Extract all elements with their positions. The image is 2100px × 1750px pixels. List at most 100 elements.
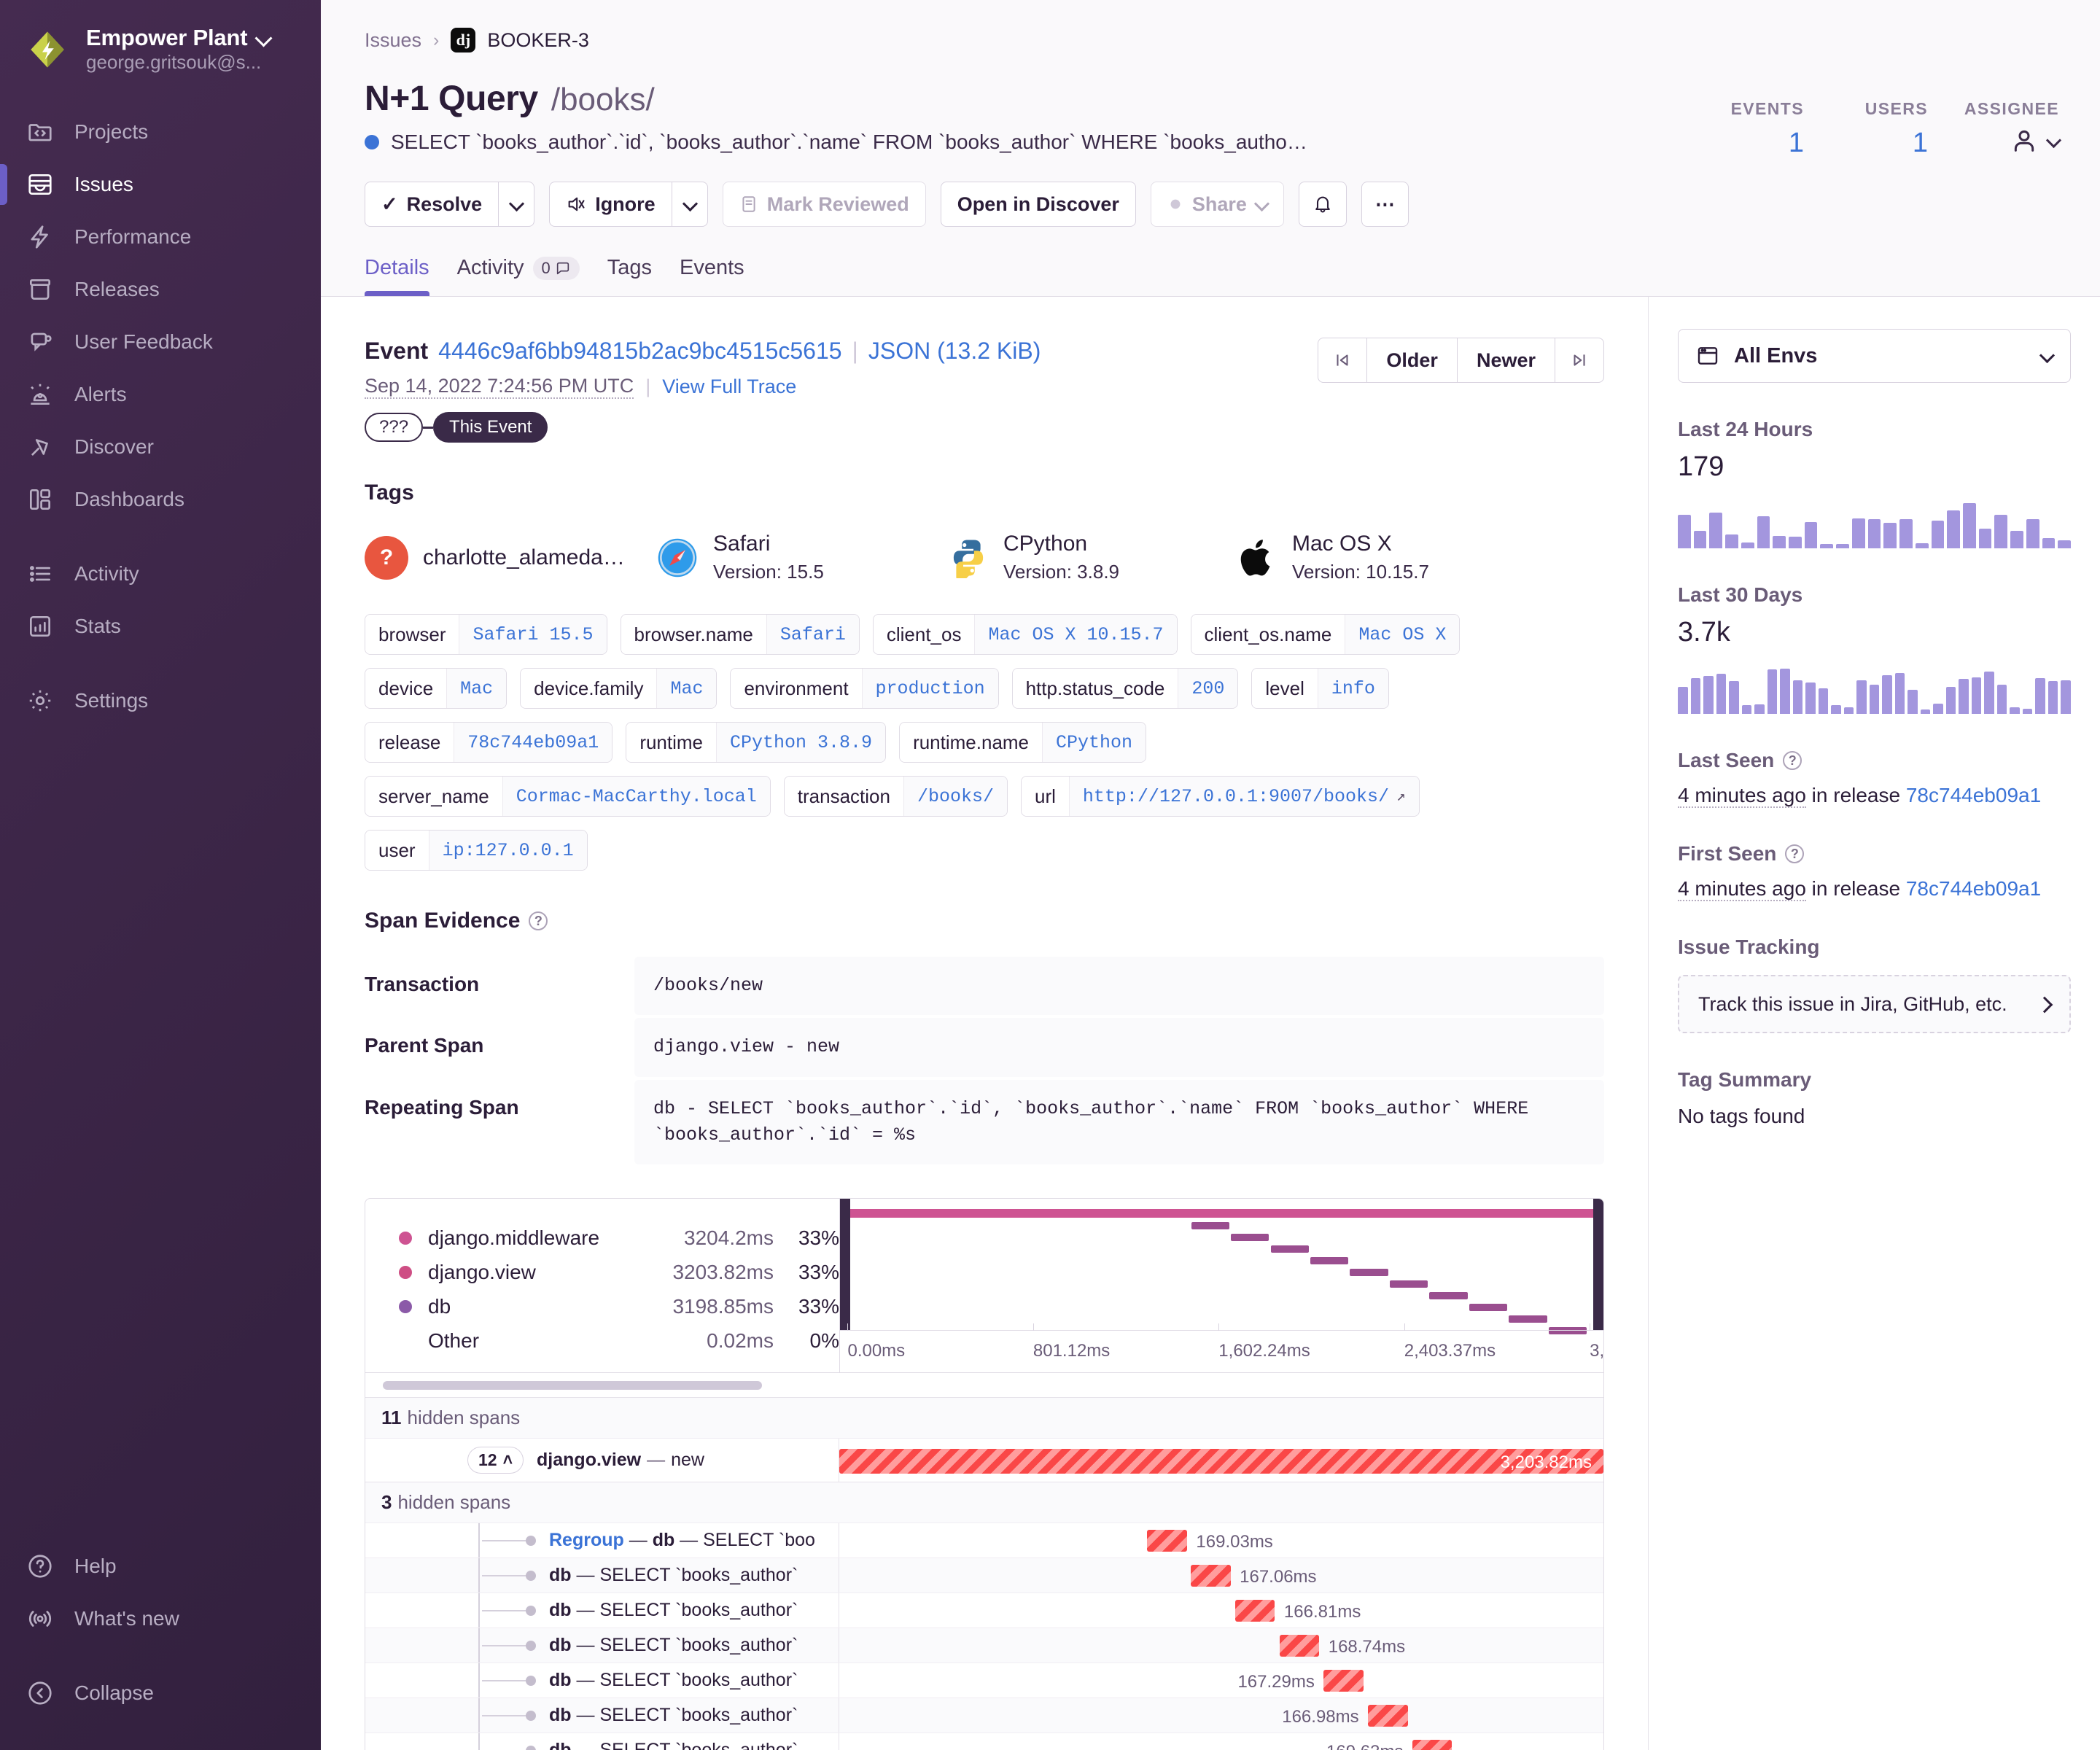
scrollbar-thumb[interactable] xyxy=(383,1380,762,1390)
tab-details[interactable]: Details xyxy=(365,256,429,296)
sidebar-item-dashboards[interactable]: Dashboards xyxy=(0,473,321,526)
span-row[interactable]: db — SELECT `books_author` 167.06ms xyxy=(365,1558,1603,1592)
chevron-down-icon[interactable] xyxy=(256,31,271,45)
tag-highlight-runtime[interactable]: CPython Version: 3.8.9 xyxy=(948,532,1240,583)
waterfall-scrollbar[interactable] xyxy=(365,1372,1603,1397)
sidebar-item-collapse[interactable]: Collapse xyxy=(0,1667,321,1719)
this-event-pill[interactable]: This Event xyxy=(433,412,548,443)
tag-highlight-user[interactable]: ? charlotte_alameda… xyxy=(365,535,656,580)
tag-pill[interactable]: user ip:127.0.0.1 xyxy=(365,830,588,871)
minimap-canvas[interactable] xyxy=(840,1199,1603,1334)
resolve-button[interactable]: ✓ Resolve xyxy=(365,182,499,227)
tag-pill[interactable]: client_os.name Mac OS X xyxy=(1190,614,1461,655)
help-icon[interactable]: ? xyxy=(1785,844,1805,863)
unknown-event-pill[interactable]: ??? xyxy=(365,413,424,442)
tag-highlight-os[interactable]: Mac OS X Version: 10.15.7 xyxy=(1240,532,1531,583)
subscribe-button[interactable] xyxy=(1298,182,1347,227)
tab-events[interactable]: Events xyxy=(680,256,744,296)
scrollbar-track[interactable] xyxy=(365,1380,839,1390)
tag-pill[interactable]: url http://127.0.0.1:9007/books/↗ xyxy=(1021,776,1420,817)
tag-pill[interactable]: browser Safari 15.5 xyxy=(365,614,607,655)
tag-value[interactable]: Mac OS X 10.15.7 xyxy=(974,615,1177,654)
environment-selector[interactable]: All Envs xyxy=(1678,329,2071,383)
event-timestamp[interactable]: Sep 14, 2022 7:24:56 PM UTC xyxy=(365,375,634,399)
tag-value[interactable]: http://127.0.0.1:9007/books/↗ xyxy=(1068,777,1419,816)
tag-value[interactable]: Safari 15.5 xyxy=(459,615,607,654)
chevron-down-icon[interactable] xyxy=(2048,135,2059,147)
tag-value[interactable]: 200 xyxy=(1178,669,1238,708)
tag-pill[interactable]: device.family Mac xyxy=(520,668,718,709)
more-actions-button[interactable]: ⋯ xyxy=(1361,182,1409,227)
minimap-handle-left[interactable] xyxy=(840,1199,850,1330)
tag-pill[interactable]: server_name Cormac-MacCarthy.local xyxy=(365,776,771,817)
first-seen-release-link[interactable]: 78c744eb09a1 xyxy=(1905,877,2042,900)
first-seen-relative[interactable]: 4 minutes ago xyxy=(1678,877,1806,901)
sidebar-item-projects[interactable]: Projects xyxy=(0,106,321,158)
tag-pill[interactable]: level info xyxy=(1251,668,1389,709)
collapse-children-chip[interactable]: 12 ˄ xyxy=(467,1447,524,1474)
event-json-link[interactable]: JSON (13.2 KiB) xyxy=(868,338,1041,364)
tab-activity[interactable]: Activity 0 xyxy=(457,256,580,296)
view-full-trace-link[interactable]: View Full Trace xyxy=(662,376,797,397)
regroup-link[interactable]: Regroup xyxy=(549,1530,624,1550)
oldest-event-button[interactable] xyxy=(1318,338,1367,383)
users-value[interactable]: 1 xyxy=(1912,128,1928,158)
event-id-link[interactable]: 4446c9af6bb94815b2ac9bc4515c5615 xyxy=(438,338,842,364)
tag-pill[interactable]: runtime.name CPython xyxy=(899,722,1147,763)
assignee-selector[interactable] xyxy=(1928,126,2059,155)
sidebar-item-alerts[interactable]: Alerts xyxy=(0,368,321,421)
sidebar-item-discover[interactable]: Discover xyxy=(0,421,321,473)
hidden-spans-row-top[interactable]: 11 hidden spans xyxy=(365,1397,1603,1438)
help-icon[interactable]: ? xyxy=(1783,751,1802,770)
issue-tracking-cta[interactable]: Track this issue in Jira, GitHub, etc. xyxy=(1678,975,2071,1033)
tag-value[interactable]: Cormac-MacCarthy.local xyxy=(502,777,770,816)
tag-pill[interactable]: browser.name Safari xyxy=(620,614,860,655)
newest-event-button[interactable] xyxy=(1555,338,1604,383)
external-link-icon[interactable]: ↗ xyxy=(1396,789,1406,806)
ignore-button[interactable]: Ignore xyxy=(549,182,672,227)
tag-value[interactable]: Mac OS X xyxy=(1345,615,1460,654)
tag-value[interactable]: CPython 3.8.9 xyxy=(716,723,886,762)
share-button[interactable]: Share xyxy=(1150,182,1284,227)
tag-highlight-browser[interactable]: Safari Version: 15.5 xyxy=(656,532,948,583)
span-row[interactable]: db — SELECT `books_author` 166.98ms xyxy=(365,1698,1603,1732)
tag-pill[interactable]: release 78c744eb09a1 xyxy=(365,722,613,763)
sidebar-item-stats[interactable]: Stats xyxy=(0,600,321,653)
tag-pill[interactable]: environment production xyxy=(730,668,999,709)
older-event-button[interactable]: Older xyxy=(1366,338,1457,383)
hidden-spans-row-mid[interactable]: 3 hidden spans xyxy=(365,1482,1603,1522)
open-in-discover-button[interactable]: Open in Discover xyxy=(940,182,1136,227)
span-row[interactable]: db — SELECT `books_author` 167.29ms xyxy=(365,1662,1603,1698)
sidebar-item-performance[interactable]: Performance xyxy=(0,211,321,263)
last-seen-relative[interactable]: 4 minutes ago xyxy=(1678,784,1806,808)
span-row[interactable]: Regroup — db — SELECT `boo 169.03ms xyxy=(365,1522,1603,1558)
sidebar-item-help[interactable]: Help xyxy=(0,1540,321,1592)
ignore-dropdown-button[interactable] xyxy=(671,182,708,227)
tag-pill[interactable]: runtime CPython 3.8.9 xyxy=(626,722,887,763)
span-row[interactable]: db — SELECT `books_author` 168.74ms xyxy=(365,1628,1603,1662)
tag-pill[interactable]: device Mac xyxy=(365,668,508,709)
span-row[interactable]: db — SELECT `books_author` 166.81ms xyxy=(365,1592,1603,1628)
sidebar-item-activity[interactable]: Activity xyxy=(0,548,321,600)
tag-value[interactable]: Mac xyxy=(656,669,717,708)
sidebar-item-settings[interactable]: Settings xyxy=(0,674,321,727)
sidebar-item-whats-new[interactable]: What's new xyxy=(0,1592,321,1645)
span-row[interactable]: db — SELECT `books_author` 169.63ms xyxy=(365,1732,1603,1750)
tag-value[interactable]: /books/ xyxy=(903,777,1008,816)
breadcrumb-issues-link[interactable]: Issues xyxy=(365,28,422,51)
tag-value[interactable]: CPython xyxy=(1042,723,1146,762)
resolve-dropdown-button[interactable] xyxy=(498,182,535,227)
tag-pill[interactable]: transaction/books/ xyxy=(783,776,1008,817)
trace-minimap[interactable]: 0.00ms 801.12ms 1,602.24ms 2,403.37ms 3,204.… xyxy=(839,1199,1603,1372)
newer-event-button[interactable]: Newer xyxy=(1456,338,1555,383)
span-row-parent[interactable]: 12 ˄ django.view — new 3,203.82ms xyxy=(365,1438,1603,1482)
mark-reviewed-button[interactable]: Mark Reviewed xyxy=(722,182,926,227)
org-switcher[interactable]: Empower Plant george.gritsouk@s... xyxy=(0,16,321,98)
last-seen-release-link[interactable]: 78c744eb09a1 xyxy=(1905,784,2042,806)
tag-pill[interactable]: http.status_code 200 xyxy=(1011,668,1239,709)
tab-tags[interactable]: Tags xyxy=(607,256,652,296)
sidebar-item-user-feedback[interactable]: User Feedback xyxy=(0,316,321,368)
tag-value[interactable]: ip:127.0.0.1 xyxy=(428,831,587,870)
sidebar-item-issues[interactable]: Issues xyxy=(0,158,321,211)
tag-pill[interactable]: client_os Mac OS X 10.15.7 xyxy=(872,614,1178,655)
